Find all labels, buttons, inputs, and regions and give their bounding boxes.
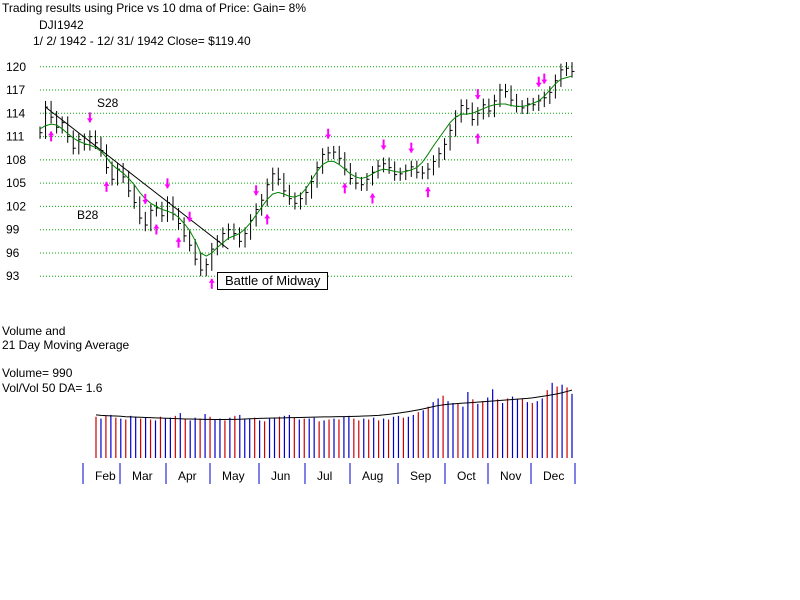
y-tick-label: 93 [6,269,20,283]
volume-ma-label: 21 Day Moving Average [2,338,130,352]
y-tick-label: 99 [6,223,20,237]
y-tick-label: 102 [6,199,26,213]
chart-title: Trading results using Price vs 10 dma of… [2,1,307,15]
month-label: Nov [500,469,521,483]
sell-arrow [325,128,332,139]
volume-ma-line [95,389,573,420]
sell-arrow [253,185,260,196]
sell-arrow [541,73,548,84]
y-tick-label: 117 [6,83,25,97]
month-label: May [222,469,245,483]
month-label: Dec [543,469,564,483]
sell-arrow [380,139,387,150]
month-label: Apr [178,469,197,483]
buy-arrow [208,278,215,289]
sell-arrow [535,76,542,87]
sell-arrow [474,89,481,100]
buy-arrow [369,193,376,204]
sell-arrow [142,193,149,204]
month-label: Feb [95,469,116,483]
buy-arrow [424,187,431,198]
buy-arrow [474,133,481,144]
y-tick-label: 114 [6,106,25,120]
month-label: Mar [132,469,153,483]
symbol-label: DJI1942 [39,18,84,32]
month-label: Jul [317,469,332,483]
sell-arrow [164,178,171,189]
ma-line [39,75,573,257]
y-tick-label: 108 [6,153,26,167]
b28-label: B28 [77,208,99,222]
sell-arrow [408,142,415,153]
sell-arrow [86,112,93,123]
y-tick-label: 105 [6,176,26,190]
month-label: Aug [362,469,383,483]
buy-arrow [48,131,55,142]
volume-label: Volume and [2,324,66,338]
y-tick-label: 96 [6,246,20,260]
month-label: Sep [410,469,432,483]
buy-arrow [341,183,348,194]
y-tick-label: 120 [6,60,26,74]
volume-value: Volume= 990 [2,366,73,380]
vol-ratio: Vol/Vol 50 DA= 1.6 [2,381,103,395]
buy-arrow [175,237,182,248]
date-range-close: 1/ 2/ 1942 - 12/ 31/ 1942 Close= $119.40 [33,34,251,48]
s28-label: S28 [97,96,119,110]
buy-arrow [264,214,271,225]
month-label: Oct [457,469,476,483]
month-label: Jun [271,469,290,483]
y-tick-label: 111 [6,130,25,144]
sell-arrow [186,211,193,222]
buy-arrow [103,181,110,192]
buy-arrow [153,224,160,235]
trendline [45,106,229,250]
battle-of-midway-label: Battle of Midway [217,272,329,290]
